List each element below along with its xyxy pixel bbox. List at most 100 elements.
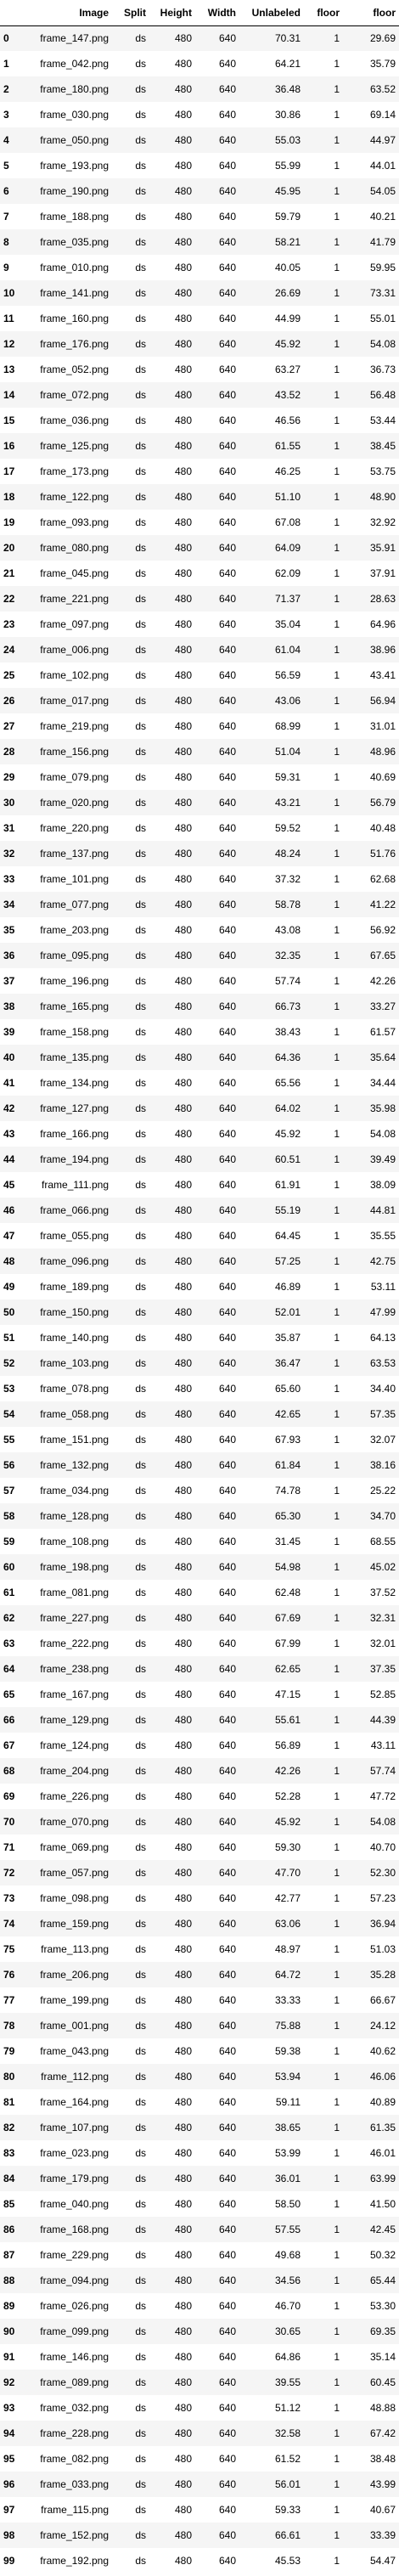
image-cell: frame_035.png — [40, 236, 109, 248]
floor-count-cell: 1 — [334, 1739, 340, 1751]
width-cell: 640 — [218, 2325, 236, 2337]
height-cell: 480 — [174, 1179, 192, 1191]
table-row: 54 frame_058.png ds 480 640 42.65 1 57.35 — [0, 1401, 399, 1427]
floor-count-cell: 1 — [334, 1077, 340, 1089]
floor-percent-cell: 31.01 — [369, 720, 396, 732]
width-cell: 640 — [218, 2122, 236, 2134]
floor-count-cell: 1 — [334, 1179, 340, 1191]
index-cell: 65 — [3, 1688, 15, 1700]
height-cell: 480 — [174, 58, 192, 70]
width-cell: 640 — [218, 669, 236, 681]
image-cell: frame_069.png — [40, 1841, 109, 1853]
image-cell: frame_020.png — [40, 797, 109, 809]
index-cell: 60 — [3, 1561, 15, 1573]
index-cell: 86 — [3, 2224, 15, 2235]
table-row: 73 frame_098.png ds 480 640 42.77 1 57.23 — [0, 1885, 399, 1911]
split-cell: ds — [135, 211, 146, 223]
index-cell: 59 — [3, 1536, 15, 1547]
unlabeled-cell: 64.36 — [274, 1051, 301, 1063]
split-cell: ds — [135, 1969, 146, 1981]
table-row: 72 frame_057.png ds 480 640 47.70 1 52.30 — [0, 1860, 399, 1885]
unlabeled-cell: 67.69 — [274, 1612, 301, 1624]
unlabeled-cell: 65.56 — [274, 1077, 301, 1089]
floor-count-cell: 1 — [334, 1051, 340, 1063]
index-cell: 61 — [3, 1587, 15, 1598]
unlabeled-cell: 46.89 — [274, 1281, 301, 1293]
image-cell: frame_219.png — [40, 720, 109, 732]
header-floor-percent: floor — [343, 0, 399, 26]
floor-percent-cell: 35.55 — [369, 1230, 396, 1242]
split-cell: ds — [135, 1867, 146, 1879]
unlabeled-cell: 64.09 — [274, 542, 301, 554]
image-cell: frame_103.png — [40, 1357, 109, 1369]
floor-percent-cell: 40.21 — [369, 211, 396, 223]
floor-count-cell: 1 — [334, 1561, 340, 1573]
floor-percent-cell: 35.91 — [369, 542, 396, 554]
floor-percent-cell: 53.11 — [370, 1281, 396, 1293]
height-cell: 480 — [174, 1255, 192, 1267]
floor-count-cell: 1 — [334, 1637, 340, 1649]
index-cell: 55 — [3, 1434, 15, 1446]
height-cell: 480 — [174, 1102, 192, 1114]
table-row: 45 frame_111.png ds 480 640 61.91 1 38.09 — [0, 1172, 399, 1198]
height-cell: 480 — [174, 797, 192, 809]
unlabeled-cell: 64.02 — [274, 1102, 301, 1114]
floor-percent-cell: 56.92 — [369, 924, 396, 936]
split-cell: ds — [135, 83, 146, 95]
width-cell: 640 — [218, 975, 236, 987]
height-cell: 480 — [174, 109, 192, 121]
table-row: 18 frame_122.png ds 480 640 51.10 1 48.90 — [0, 484, 399, 510]
index-cell: 89 — [3, 2300, 15, 2312]
floor-percent-cell: 42.75 — [369, 1255, 396, 1267]
unlabeled-cell: 37.32 — [274, 873, 301, 885]
index-cell: 2 — [3, 83, 9, 95]
floor-count-cell: 1 — [334, 1357, 340, 1369]
unlabeled-cell: 60.51 — [274, 1153, 301, 1165]
image-cell: frame_128.png — [40, 1510, 109, 1522]
table-row: 7 frame_188.png ds 480 640 59.79 1 40.21 — [0, 204, 399, 229]
width-cell: 640 — [218, 2173, 236, 2184]
floor-percent-cell: 66.67 — [369, 1994, 396, 2006]
floor-count-cell: 1 — [334, 1408, 340, 1420]
unlabeled-cell: 59.79 — [274, 211, 301, 223]
height-cell: 480 — [174, 1587, 192, 1598]
width-cell: 640 — [218, 2376, 236, 2388]
floor-percent-cell: 47.72 — [369, 1790, 396, 1802]
width-cell: 640 — [218, 2096, 236, 2108]
width-cell: 640 — [218, 1867, 236, 1879]
floor-percent-cell: 67.65 — [369, 950, 396, 961]
floor-count-cell: 1 — [334, 593, 340, 605]
index-cell: 11 — [3, 313, 14, 324]
floor-count-cell: 1 — [334, 1128, 340, 1140]
floor-percent-cell: 33.27 — [369, 1001, 396, 1012]
image-cell: frame_043.png — [40, 2045, 109, 2057]
table-row: 95 frame_082.png ds 480 640 61.52 1 38.48 — [0, 2446, 399, 2472]
unlabeled-cell: 51.04 — [274, 746, 301, 758]
index-cell: 76 — [3, 1969, 15, 1981]
image-cell: frame_228.png — [40, 2427, 109, 2439]
table-row: 92 frame_089.png ds 480 640 39.55 1 60.45 — [0, 2370, 399, 2395]
header-row: Image Split Height Width Unlabeled floor… — [0, 0, 399, 26]
unlabeled-cell: 26.69 — [274, 287, 301, 299]
split-cell: ds — [135, 2427, 146, 2439]
split-cell: ds — [135, 160, 146, 172]
floor-count-cell: 1 — [334, 1153, 340, 1165]
unlabeled-cell: 57.74 — [274, 975, 301, 987]
unlabeled-cell: 42.77 — [274, 1892, 301, 1904]
floor-count-cell: 1 — [334, 134, 340, 146]
image-cell: frame_132.png — [40, 1459, 109, 1471]
image-cell: frame_140.png — [40, 1332, 109, 1344]
table-row: 40 frame_135.png ds 480 640 64.36 1 35.64 — [0, 1045, 399, 1070]
split-cell: ds — [135, 2300, 146, 2312]
image-cell: frame_196.png — [40, 975, 109, 987]
floor-percent-cell: 35.64 — [369, 1051, 396, 1063]
floor-count-cell: 1 — [334, 2351, 340, 2363]
floor-count-cell: 1 — [334, 1816, 340, 1828]
height-cell: 480 — [174, 465, 192, 477]
image-cell: frame_206.png — [40, 1969, 109, 1981]
width-cell: 640 — [218, 1943, 236, 1955]
width-cell: 640 — [218, 2224, 236, 2235]
width-cell: 640 — [218, 1918, 236, 1930]
floor-percent-cell: 56.48 — [369, 389, 396, 401]
floor-percent-cell: 41.22 — [369, 899, 396, 910]
